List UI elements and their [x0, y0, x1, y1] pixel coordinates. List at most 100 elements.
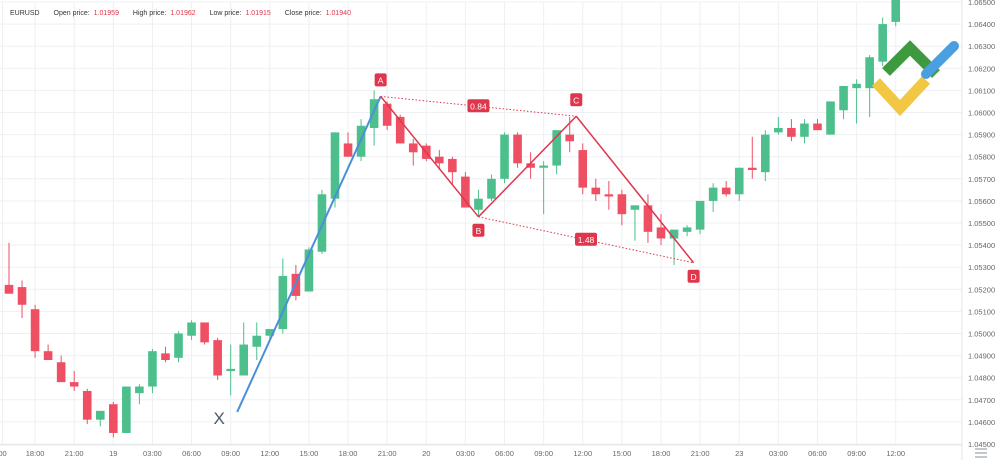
candle-body — [787, 127, 796, 137]
candle[interactable] — [122, 386, 131, 433]
candle[interactable] — [891, 0, 901, 27]
low-price-label: Low price: — [209, 10, 242, 17]
symbol-label: EURUSD — [10, 10, 40, 17]
candle[interactable] — [435, 150, 444, 170]
candle-body — [578, 150, 588, 188]
candle[interactable] — [865, 55, 874, 117]
candle[interactable] — [721, 181, 731, 197]
candle-body — [813, 123, 822, 131]
high-price-value: 1.01962 — [170, 10, 196, 17]
x-tick-label: 18:00 — [339, 449, 358, 458]
candle[interactable] — [813, 119, 822, 131]
logo-green-chevron — [882, 40, 940, 78]
candle-body — [278, 276, 288, 330]
candle-body — [174, 333, 183, 358]
candle[interactable] — [852, 79, 861, 124]
candle-body — [330, 132, 340, 199]
candle[interactable] — [69, 371, 79, 391]
candle-body — [891, 0, 901, 22]
candle[interactable] — [382, 101, 392, 131]
candle-body — [617, 194, 627, 215]
candle[interactable] — [239, 322, 249, 376]
candle-body — [500, 134, 509, 179]
candle-body — [200, 322, 209, 343]
candle[interactable] — [343, 132, 353, 157]
candle[interactable] — [539, 161, 548, 215]
candle-body — [552, 130, 561, 166]
candle[interactable] — [395, 114, 405, 144]
candle[interactable] — [252, 322, 262, 361]
x-tick-label: 18:00 — [652, 449, 671, 458]
candle[interactable] — [82, 388, 92, 425]
candle[interactable] — [317, 189, 327, 254]
candle[interactable] — [695, 200, 705, 235]
candle-body — [382, 103, 392, 126]
candle-body — [369, 99, 379, 128]
candle[interactable] — [591, 178, 601, 201]
candle-body — [539, 165, 548, 168]
candle[interactable] — [43, 344, 53, 361]
candle-body — [161, 353, 170, 361]
candle[interactable] — [774, 116, 783, 135]
candle[interactable] — [552, 130, 561, 175]
candle[interactable] — [787, 119, 796, 142]
candle[interactable] — [513, 132, 522, 168]
close-price-value: 1.01940 — [325, 10, 351, 17]
candle[interactable] — [161, 346, 170, 363]
candle-body — [865, 57, 874, 89]
point-label-b: B — [476, 226, 482, 236]
x-tick-label: 00 — [0, 449, 7, 458]
candle[interactable] — [448, 156, 457, 186]
candle[interactable] — [200, 322, 209, 345]
x-tick-label: 21:00 — [691, 449, 710, 458]
candle-body — [708, 187, 718, 201]
candle[interactable] — [474, 189, 483, 217]
candle[interactable] — [682, 225, 692, 237]
candle[interactable] — [500, 132, 509, 184]
candle[interactable] — [826, 101, 835, 135]
candle-body — [239, 344, 249, 376]
candle[interactable] — [630, 205, 640, 241]
candle[interactable] — [734, 167, 744, 201]
candle[interactable] — [878, 17, 887, 67]
candle[interactable] — [174, 331, 183, 363]
candle[interactable] — [761, 130, 770, 182]
open-price-value: 1.01959 — [93, 10, 119, 17]
candle[interactable] — [56, 355, 66, 383]
candle[interactable] — [461, 172, 470, 208]
candle[interactable] — [17, 280, 27, 319]
candle[interactable] — [30, 304, 40, 358]
candle[interactable] — [487, 174, 496, 201]
candle[interactable] — [408, 139, 418, 166]
candle[interactable] — [800, 119, 809, 144]
candle[interactable] — [747, 136, 757, 179]
y-tick-label: 1.05400 — [968, 241, 995, 250]
point-badge-a — [374, 73, 387, 87]
logo-yellow-chevron — [871, 76, 931, 117]
candle-body — [343, 143, 353, 157]
candle[interactable] — [526, 152, 535, 179]
candle[interactable] — [839, 85, 848, 120]
candle[interactable] — [226, 344, 235, 396]
candle[interactable] — [148, 348, 157, 394]
y-tick-label: 1.06000 — [968, 109, 995, 118]
candle[interactable] — [278, 258, 288, 334]
candle[interactable] — [656, 214, 666, 246]
candle[interactable] — [617, 189, 627, 226]
candle[interactable] — [604, 181, 614, 210]
candle[interactable] — [187, 320, 196, 341]
candle[interactable] — [369, 90, 379, 146]
candle[interactable] — [4, 242, 14, 294]
candle[interactable] — [708, 183, 718, 212]
chart-settings-icon[interactable] — [975, 448, 987, 458]
candle[interactable] — [109, 402, 118, 438]
candle[interactable] — [95, 410, 105, 427]
candle[interactable] — [213, 337, 222, 380]
candle[interactable] — [578, 143, 588, 195]
candle[interactable] — [643, 194, 653, 243]
candle[interactable] — [135, 384, 144, 405]
ratio-badge — [467, 99, 490, 113]
